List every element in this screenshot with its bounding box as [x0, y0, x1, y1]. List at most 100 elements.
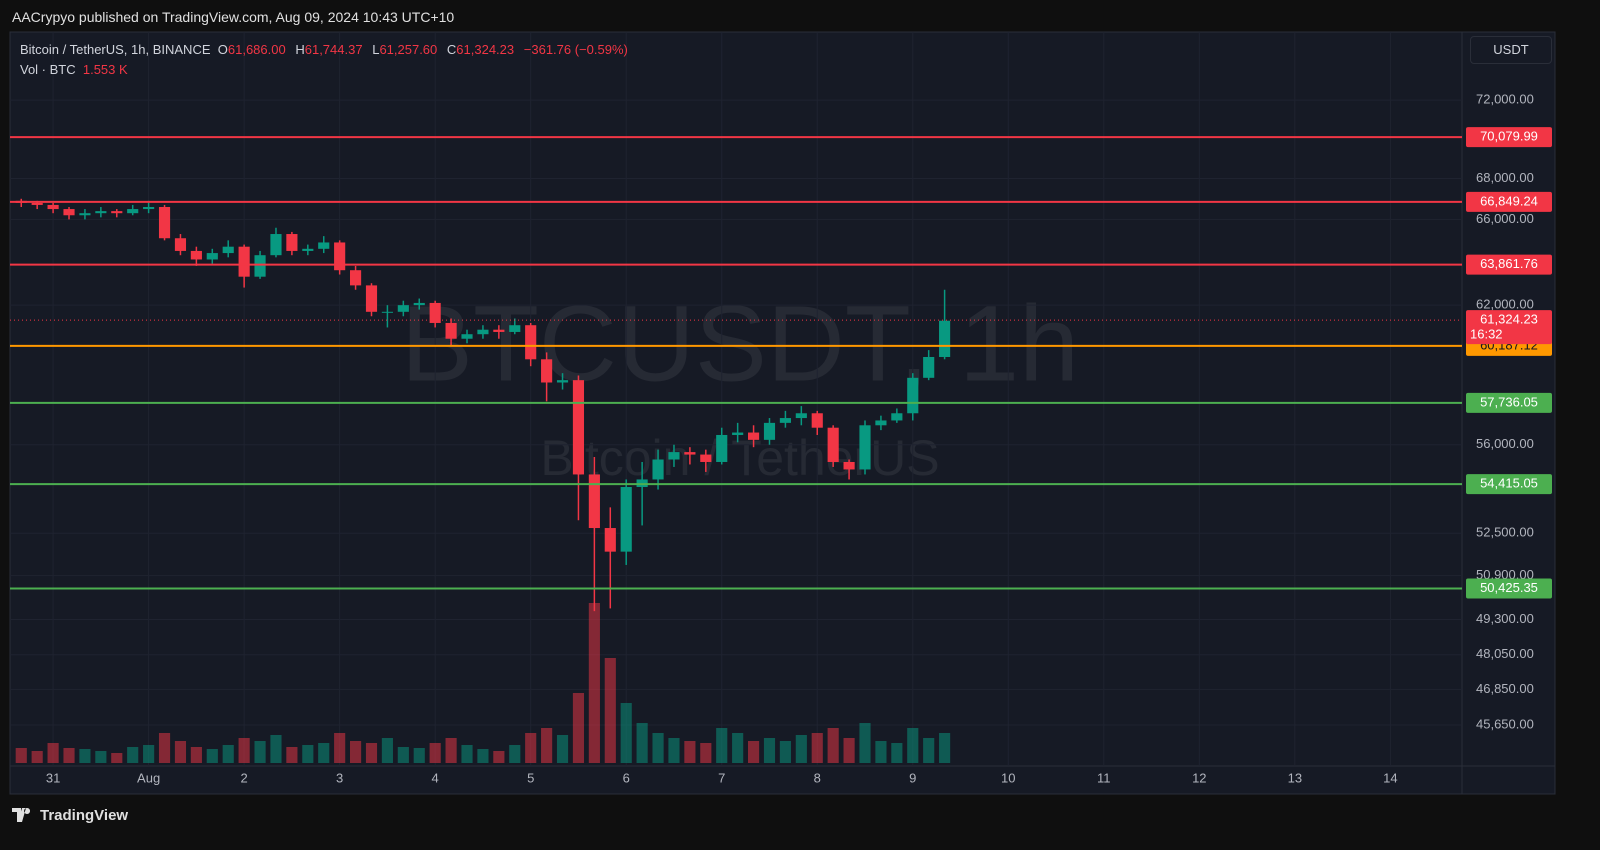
- candle-body: [31, 202, 43, 205]
- volume-bar: [174, 741, 187, 763]
- volume-bar: [31, 751, 43, 763]
- volume-bar: [222, 745, 234, 763]
- volume-bar: [811, 733, 823, 763]
- volume-bar: [763, 738, 776, 763]
- volume-bar: [334, 733, 346, 763]
- candle-body: [254, 255, 266, 277]
- volume-bar: [556, 735, 569, 763]
- o-value: 61,686.00: [227, 42, 286, 57]
- brand-logo: [12, 808, 31, 822]
- x-tick-label: 12: [1192, 770, 1206, 785]
- candle-body: [143, 206, 155, 210]
- candle-body: [763, 422, 776, 440]
- candle-body: [525, 325, 537, 360]
- volume-bar: [859, 723, 871, 763]
- candle-body: [95, 211, 107, 214]
- candle-body: [238, 246, 250, 277]
- volume-bar: [827, 728, 839, 763]
- candle-body: [572, 380, 585, 475]
- volume-bar: [365, 743, 378, 763]
- volume-bar: [270, 735, 282, 763]
- level-label: 57,736.05: [1480, 394, 1538, 409]
- level-tag: [1466, 578, 1552, 599]
- candle-body: [111, 211, 123, 214]
- o-label: O: [217, 42, 228, 57]
- candle-body: [923, 356, 935, 378]
- candle-body: [620, 487, 632, 552]
- volume-bar: [747, 741, 760, 763]
- volume-bar: [541, 728, 553, 763]
- footer: TradingView: [12, 800, 128, 830]
- x-tick-label: 7: [718, 770, 725, 785]
- candle-body: [907, 377, 919, 414]
- volume-bar: [238, 738, 250, 763]
- candle-body: [668, 452, 680, 460]
- volume-bar: [381, 738, 393, 763]
- volume-bar: [302, 745, 314, 763]
- candle-body: [700, 454, 712, 462]
- y-tick-label: 62,000.00: [1476, 297, 1534, 312]
- candle-body: [493, 329, 505, 332]
- last-price-tag: [1466, 310, 1552, 345]
- x-tick-label: 9: [909, 770, 916, 785]
- volume-bar: [477, 749, 489, 763]
- volume-bar: [493, 751, 505, 763]
- candle-body: [732, 432, 744, 435]
- y-tick-label: 72,000.00: [1476, 92, 1534, 107]
- volume-bar: [525, 733, 537, 763]
- volume-bar: [779, 741, 791, 763]
- watermark: BTCUSDT, 1h: [401, 283, 1079, 404]
- candle-body: [795, 413, 807, 419]
- candle-body: [79, 213, 91, 216]
- volume-bar: [413, 748, 425, 763]
- x-tick-label: 31: [46, 770, 60, 785]
- y-tick-label: 52,500.00: [1476, 525, 1534, 540]
- volume-bar: [732, 733, 744, 763]
- volume-bar: [318, 743, 330, 763]
- h-label: H: [295, 42, 305, 57]
- candle-body: [588, 474, 600, 529]
- candle-body: [509, 325, 521, 332]
- candle-body: [859, 425, 871, 470]
- y-tick-label: 56,000.00: [1476, 436, 1534, 451]
- y-tick-label: 50,900.00: [1476, 567, 1534, 582]
- candle-body: [47, 204, 59, 210]
- currency-button[interactable]: USDT: [1470, 36, 1552, 64]
- volume-bar: [461, 745, 473, 763]
- h-value: 61,744.37: [304, 42, 363, 57]
- candle-body: [429, 302, 441, 323]
- candle-body: [158, 206, 171, 239]
- y-tick-label: 66,000.00: [1476, 211, 1534, 226]
- candle-body: [206, 253, 218, 260]
- candle-body: [556, 380, 569, 383]
- level-tag: [1466, 254, 1552, 275]
- candle-body: [445, 322, 457, 339]
- candle-body: [63, 209, 75, 216]
- y-tick-label: 48,050.00: [1476, 646, 1534, 661]
- candle-body: [350, 270, 362, 286]
- volume-bar: [923, 738, 935, 763]
- volume-bar: [286, 747, 298, 763]
- level-label: 54,415.05: [1480, 476, 1538, 491]
- ohlc-row: Bitcoin / TetherUS, 1h, BINANCE O61,686.…: [20, 40, 634, 60]
- level-tag: [1466, 392, 1552, 413]
- volume-bar: [429, 743, 441, 763]
- x-tick-label: 13: [1288, 770, 1302, 785]
- candle-body: [939, 320, 951, 357]
- volume-bar: [190, 747, 202, 763]
- candle-body: [174, 238, 187, 251]
- candle-body: [891, 413, 903, 421]
- candle-body: [270, 234, 282, 256]
- candle-body: [827, 427, 839, 462]
- volume-bar: [143, 745, 155, 763]
- volume-bar: [47, 743, 59, 763]
- level-label: 50,425.35: [1480, 580, 1538, 595]
- candle-body: [811, 413, 823, 428]
- l-value: 61,257.60: [379, 42, 438, 57]
- x-tick-label: 4: [432, 770, 439, 785]
- volume-bar: [588, 603, 600, 763]
- volume-bar: [875, 741, 887, 763]
- volume-bar: [604, 658, 616, 763]
- volume-bar: [63, 748, 75, 763]
- candle-body: [541, 359, 553, 383]
